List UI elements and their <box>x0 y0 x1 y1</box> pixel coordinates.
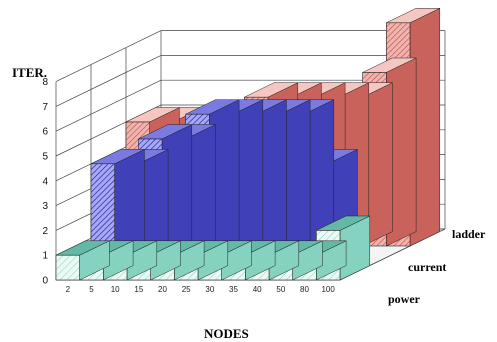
x-axis-title: NODES <box>204 326 249 341</box>
y-tick-label: 8 <box>42 77 48 88</box>
y-tick-label: 4 <box>42 176 48 187</box>
x-tick-label: 10 <box>111 285 120 294</box>
x-tick-label: 35 <box>229 285 238 294</box>
series-current <box>90 99 358 264</box>
legend-ladder: ladder <box>452 227 486 241</box>
y-tick-label: 0 <box>42 276 48 287</box>
x-tick-label: 5 <box>89 285 94 294</box>
bar-power-2 <box>55 240 110 281</box>
x-tick-label: 25 <box>182 285 191 294</box>
x-tick-label: 15 <box>134 285 143 294</box>
bar-current-2 <box>90 149 145 264</box>
x-tick-label: 40 <box>253 285 262 294</box>
y-tick-label: 6 <box>42 127 48 138</box>
series-power <box>55 215 371 281</box>
bars <box>55 7 441 281</box>
legend-power: power <box>388 292 421 306</box>
y-tick-label: 7 <box>42 102 48 113</box>
legend-current: current <box>408 260 446 274</box>
x-tick-label: 100 <box>321 285 335 294</box>
x-tick-label: 20 <box>158 285 167 294</box>
y-tick-label: 5 <box>42 152 48 163</box>
x-tick-label: 50 <box>276 285 285 294</box>
y-tick-label: 1 <box>42 251 48 262</box>
y-axis-title: ITER. <box>12 65 47 80</box>
x-tick-label: 80 <box>300 285 309 294</box>
x-tick-label: 2 <box>66 285 71 294</box>
y-tick-label: 3 <box>42 201 48 212</box>
x-tick-label: 30 <box>205 285 214 294</box>
y-tick-label: 2 <box>42 226 48 237</box>
